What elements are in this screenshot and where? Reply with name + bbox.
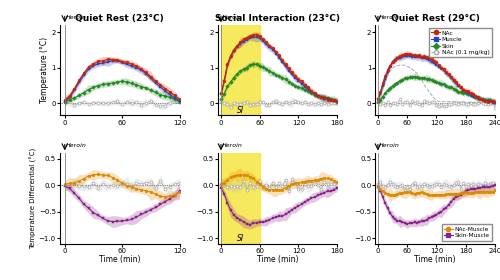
- Title: Quiet Rest (23°C): Quiet Rest (23°C): [76, 14, 164, 23]
- Y-axis label: Temperature (°C): Temperature (°C): [40, 37, 48, 103]
- Title: Social Interaction (23°C): Social Interaction (23°C): [215, 14, 340, 23]
- Text: Heroin: Heroin: [378, 15, 400, 20]
- Title: Quiet Rest (29°C): Quiet Rest (29°C): [391, 14, 480, 23]
- Text: SI: SI: [237, 106, 244, 115]
- X-axis label: Time (min): Time (min): [99, 255, 140, 264]
- Text: Heroin: Heroin: [66, 143, 86, 148]
- Y-axis label: Temperature Differential (°C): Temperature Differential (°C): [30, 148, 38, 249]
- Text: Heroin: Heroin: [378, 143, 400, 148]
- Bar: [221, 25, 260, 115]
- Text: Heroin: Heroin: [222, 143, 242, 148]
- Text: Heroin: Heroin: [222, 15, 242, 20]
- Legend: NAc, Muscle, Skin, NAc (0.1 mg/kg): NAc, Muscle, Skin, NAc (0.1 mg/kg): [429, 28, 492, 57]
- X-axis label: Time (min): Time (min): [414, 255, 456, 264]
- Text: Heroin: Heroin: [66, 15, 86, 20]
- Legend: NAc-Muscle, Skin-Muscle: NAc-Muscle, Skin-Muscle: [442, 224, 492, 241]
- X-axis label: Time (min): Time (min): [256, 255, 298, 264]
- Bar: [221, 153, 260, 244]
- Text: SI: SI: [237, 234, 244, 243]
